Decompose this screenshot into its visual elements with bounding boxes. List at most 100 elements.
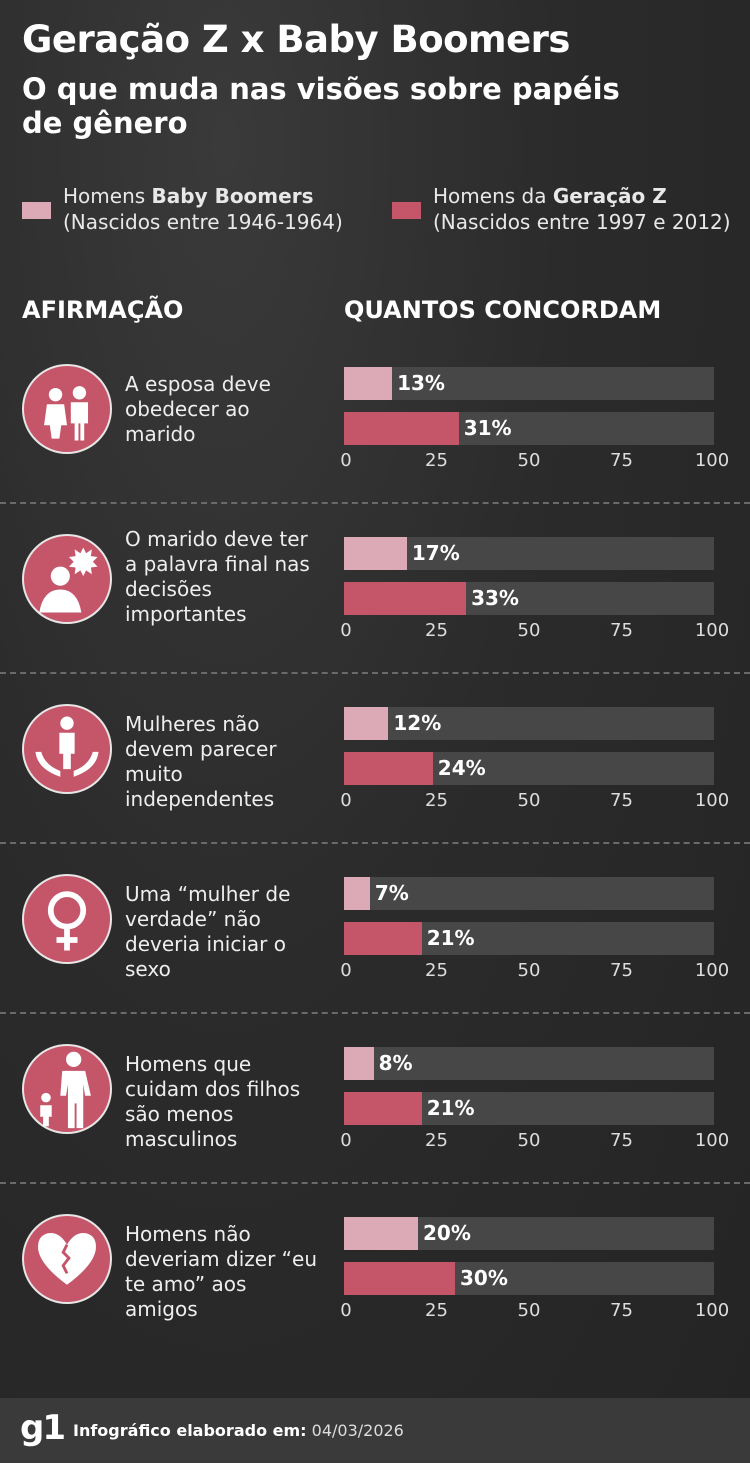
tick-label: 0 — [340, 450, 352, 471]
data-label: 21% — [426, 1096, 475, 1120]
tick-label: 25 — [425, 1300, 448, 1321]
bar-boomers — [344, 1047, 374, 1080]
data-label: 8% — [378, 1051, 413, 1075]
tick-label: 0 — [340, 620, 352, 641]
tick-label: 50 — [517, 450, 541, 471]
tick-label: 75 — [610, 960, 633, 981]
column-header-statement: AFIRMAÇÃO — [22, 296, 184, 324]
row-divider — [0, 1012, 750, 1014]
statement-text: Mulheres não devem parecer muito indepen… — [125, 712, 277, 811]
bar-boomers — [344, 707, 389, 740]
tick-label: 75 — [610, 1300, 633, 1321]
couple-icon — [22, 364, 112, 454]
tick-label: 50 — [517, 790, 541, 811]
tick-label: 25 — [425, 450, 448, 471]
data-label: 33% — [471, 586, 519, 610]
legend-swatch-genz — [392, 202, 421, 219]
column-header-agree: QUANTOS CONCORDAM — [344, 296, 662, 324]
legend-prefix: Homens — [63, 184, 152, 208]
tick-label: 100 — [694, 620, 730, 641]
bar-track: 30% — [344, 1262, 714, 1295]
tick-label: 50 — [517, 1130, 541, 1151]
data-label: 24% — [437, 756, 486, 780]
tick-label: 0 — [340, 1130, 352, 1151]
tick-label: 50 — [517, 960, 541, 981]
speaking-man-icon — [22, 534, 112, 624]
legend-bold: Geração Z — [552, 184, 667, 208]
data-label: 30% — [460, 1266, 508, 1290]
data-label: 13% — [397, 371, 445, 395]
statement-text: A esposa deve obedecer ao marido — [125, 372, 271, 446]
bar-genz — [344, 752, 433, 785]
hands-holding-person-icon — [22, 704, 112, 794]
footer: g1 Infográfico elaborado em: 04/03/2026 — [0, 1398, 750, 1463]
bar-track: 7% — [344, 877, 714, 910]
statement-text: Uma “mulher de verdade” não deveria inic… — [125, 882, 291, 981]
bar-track: 31% — [344, 412, 714, 445]
data-label: 17% — [411, 541, 460, 565]
chart-row: Uma “mulher de verdade” não deveria inic… — [0, 850, 750, 1020]
tick-label: 0 — [340, 790, 352, 811]
tick-label: 100 — [694, 450, 730, 471]
female-symbol-icon — [22, 874, 112, 964]
legend-bold: Baby Boomers — [151, 184, 314, 208]
row-divider — [0, 1182, 750, 1184]
data-label: 20% — [423, 1221, 471, 1245]
tick-label: 100 — [694, 790, 730, 811]
footer-label: Infográfico elaborado em: — [73, 1421, 307, 1440]
bar-track: 12% — [344, 707, 714, 740]
broken-heart-icon — [22, 1214, 112, 1304]
bar-genz — [344, 582, 467, 615]
tick-label: 0 — [340, 1300, 352, 1321]
tick-label: 50 — [517, 1300, 541, 1321]
tick-label: 75 — [610, 450, 633, 471]
tick-label: 100 — [694, 1300, 730, 1321]
tick-label: 100 — [694, 1130, 730, 1151]
g1-logo: g1 — [20, 1408, 66, 1448]
legend-prefix: Homens da — [433, 184, 553, 208]
bar-track: 8% — [344, 1047, 714, 1080]
tick-label: 25 — [425, 960, 448, 981]
tick-label: 100 — [694, 960, 730, 981]
row-divider — [0, 502, 750, 504]
tick-label: 25 — [425, 1130, 448, 1151]
tick-label: 50 — [517, 620, 541, 641]
statement-text: O marido deve ter a palavra final nas de… — [125, 527, 310, 626]
row-divider — [0, 842, 750, 844]
tick-label: 25 — [425, 620, 448, 641]
footer-date: 04/03/2026 — [311, 1421, 404, 1440]
bar-track: 33% — [344, 582, 714, 615]
legend-swatch-boomers — [22, 202, 51, 219]
page-title: Geração Z x Baby Boomers — [22, 18, 570, 61]
legend-item-boomers: Homens Baby Boomers (Nascidos entre 1946… — [63, 183, 343, 235]
bar-genz — [344, 412, 459, 445]
footer-credit: Infográfico elaborado em: 04/03/2026 — [73, 1421, 404, 1440]
bar-boomers — [344, 1217, 418, 1250]
father-child-icon — [22, 1044, 112, 1134]
legend-detail: (Nascidos entre 1946-1964) — [63, 210, 343, 234]
chart-row: Mulheres não devem parecer muito indepen… — [0, 680, 750, 850]
bar-track: 17% — [344, 537, 714, 570]
chart-row: Homens não deveriam dizer “eu te amo” ao… — [0, 1190, 750, 1360]
bar-boomers — [344, 877, 370, 910]
tick-label: 75 — [610, 620, 633, 641]
tick-label: 75 — [610, 1130, 633, 1151]
statement-text: Homens que cuidam dos filhos são menos m… — [125, 1052, 301, 1151]
row-divider — [0, 672, 750, 674]
bar-genz — [344, 1262, 455, 1295]
tick-label: 0 — [340, 960, 352, 981]
bar-track: 21% — [344, 922, 714, 955]
chart-row: A esposa deve obedecer ao marido 13% 31% 0 2… — [0, 340, 750, 510]
page-subtitle: O que muda nas visões sobre papéis de gê… — [22, 72, 620, 140]
bar-genz — [344, 1092, 422, 1125]
statement-text: Homens não deveriam dizer “eu te amo” ao… — [125, 1222, 317, 1321]
bar-track: 24% — [344, 752, 714, 785]
bar-track: 20% — [344, 1217, 714, 1250]
bar-boomers — [344, 367, 393, 400]
chart-row: Homens que cuidam dos filhos são menos m… — [0, 1020, 750, 1190]
bar-boomers — [344, 537, 407, 570]
tick-label: 25 — [425, 790, 448, 811]
bar-track: 21% — [344, 1092, 714, 1125]
bar-genz — [344, 922, 422, 955]
